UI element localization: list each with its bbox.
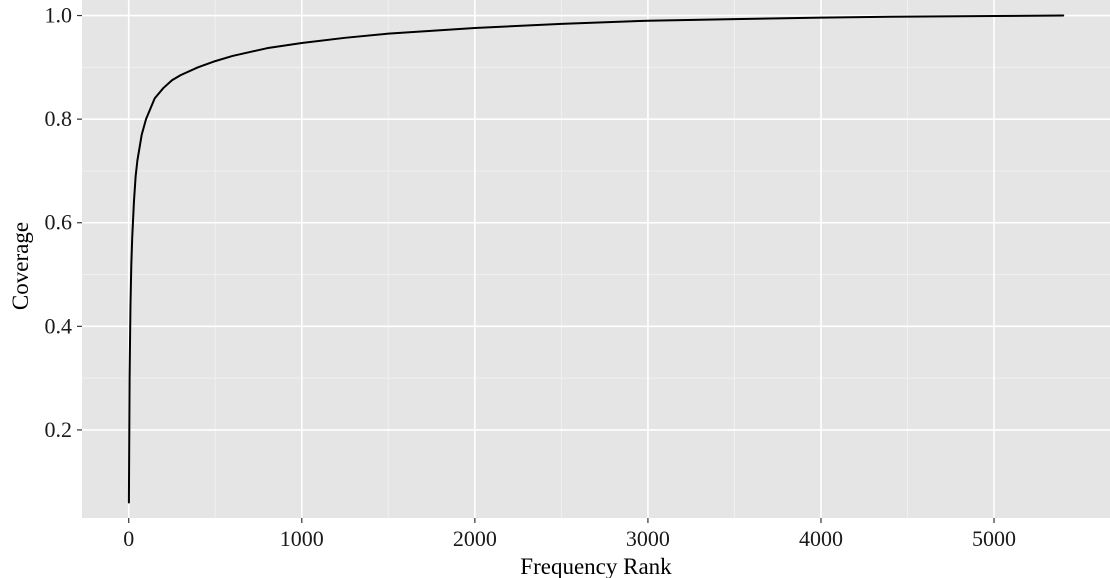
y-axis-title: Coverage [8,222,33,310]
series-layer [127,14,1065,504]
y-tick-label: 0.2 [45,417,73,442]
x-tick-labels: 0 1000 2000 3000 4000 5000 [123,526,1016,551]
x-axis-title: Frequency Rank [520,554,672,578]
minor-gridlines [82,0,1110,518]
y-tick-label: 0.8 [45,106,73,131]
y-tick-label: 0.6 [45,210,73,235]
plot-panel [82,0,1110,518]
x-tick-label: 1000 [280,526,324,551]
x-tick-label: 3000 [626,526,670,551]
x-tick-label: 4000 [799,526,843,551]
x-tick-label: 0 [123,526,134,551]
x-tick-label: 2000 [453,526,497,551]
major-gridlines [82,0,1110,518]
axis-ticks [77,14,995,523]
y-tick-label: 0.4 [45,313,73,338]
x-tick-label: 5000 [972,526,1016,551]
y-tick-labels: 0.2 0.4 0.6 0.8 1.0 [45,3,73,442]
coverage-line [127,14,1065,504]
y-tick-label: 1.0 [45,3,73,28]
